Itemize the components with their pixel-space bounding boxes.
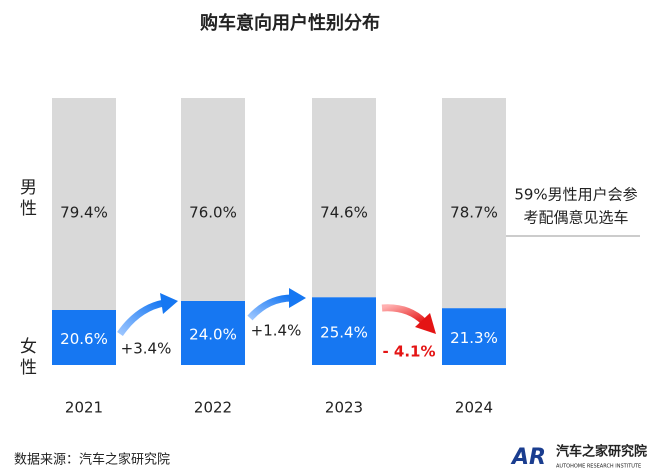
value-label: 74.6%: [320, 204, 368, 222]
legend-label: 男性: [16, 178, 37, 220]
x-tick-label: 2022: [194, 399, 232, 417]
legend-label: 女性: [16, 337, 37, 379]
value-label: 21.3%: [450, 329, 498, 347]
bar-segment: [312, 297, 376, 365]
x-tick-label: 2021: [65, 399, 103, 417]
logo-name: 汽车之家研究院: [556, 444, 647, 460]
bar-segment: [181, 98, 245, 301]
note: 考配偶意见选车: [523, 209, 628, 227]
value-label: 79.4%: [60, 204, 108, 222]
logo: AR 汽车之家研究院 AUTOHOME RESEARCH INSTITUTE: [510, 444, 647, 471]
bar-segment: [181, 300, 245, 365]
change-label: - 4.1%: [382, 343, 435, 361]
value-label: 25.4%: [320, 324, 368, 342]
logo-subtitle: AUTOHOME RESEARCH INSTITUTE: [556, 464, 641, 470]
bar-segment: [442, 98, 506, 309]
bar-segment: [442, 308, 506, 365]
value-label: 20.6%: [60, 330, 108, 348]
source: 数据来源：汽车之家研究院: [14, 452, 170, 468]
bar-segment: [52, 98, 116, 310]
change-label: +3.4%: [121, 340, 172, 358]
x-tick-label: 2023: [325, 399, 363, 417]
chart-title: 购车意向用户性别分布: [200, 12, 380, 34]
change-label: +1.4%: [251, 322, 302, 340]
arrow-down: [381, 304, 436, 334]
bar-segment: [52, 309, 116, 365]
bar-segment: [312, 98, 376, 298]
x-tick-label: 2024: [455, 399, 493, 417]
value-label: 24.0%: [189, 325, 237, 343]
value-label: 76.0%: [189, 204, 237, 222]
value-label: 78.7%: [450, 204, 498, 222]
arrow-up: [117, 293, 178, 337]
logo-mark: AR: [510, 445, 546, 470]
note: 59%男性用户会参: [514, 186, 637, 204]
arrow-up: [247, 288, 306, 321]
